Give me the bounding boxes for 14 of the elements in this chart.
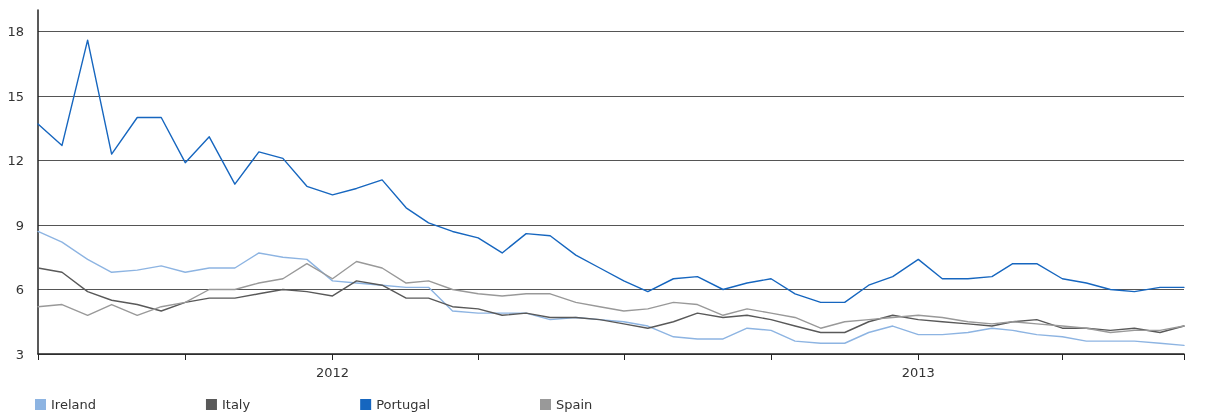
y-tick-label: 18 <box>7 24 24 39</box>
line-series <box>37 39 1185 304</box>
y-tick-label: 3 <box>15 346 24 362</box>
x-tick-label: 2012 <box>315 365 350 380</box>
line-series <box>37 230 1185 347</box>
legend-label: Ireland <box>51 397 96 412</box>
y-tick-label: 15 <box>7 88 24 104</box>
x-tick-label: 2013 <box>901 365 935 380</box>
legend-label: Spain <box>556 397 593 412</box>
legend-label: Italy <box>221 397 251 412</box>
legend-label: Portugal <box>376 397 431 412</box>
y-tick-label: 9 <box>15 217 24 233</box>
y-tick-label: 12 <box>7 153 24 168</box>
y-tick-label: 6 <box>15 282 24 297</box>
